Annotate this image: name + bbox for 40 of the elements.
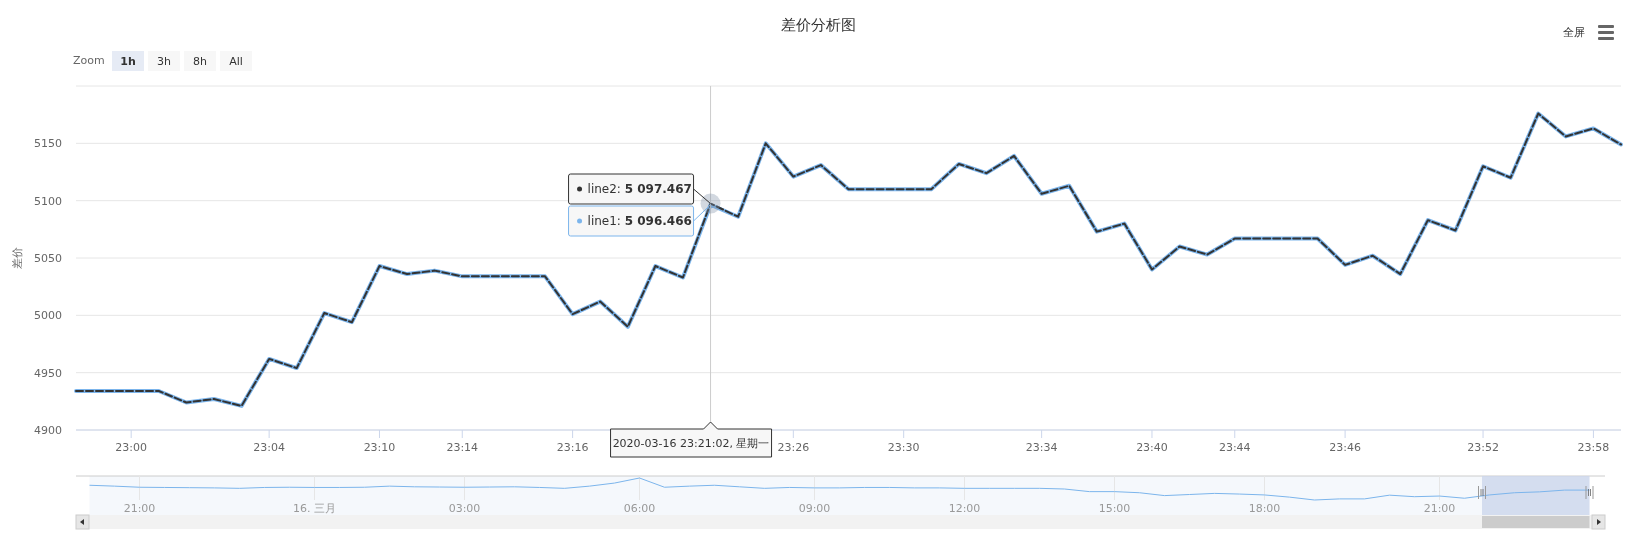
- x-tick-label: 15:00: [1098, 502, 1131, 515]
- x-tick-label: 23:10: [363, 441, 396, 454]
- x-tick-label: 23:58: [1577, 441, 1610, 454]
- x-tick-label: 23:14: [446, 441, 479, 454]
- x-tick-label: 18:00: [1248, 502, 1281, 515]
- x-tick-label: 06:00: [623, 502, 656, 515]
- x-tick-label: 23:04: [253, 441, 285, 454]
- x-tick-label: 23:46: [1329, 441, 1361, 454]
- text: 8h: [193, 55, 208, 68]
- x-tick-label: 23:52: [1467, 441, 1499, 454]
- y-tick-label: 5100: [34, 194, 62, 208]
- x-tick-label: 23:44: [1218, 441, 1251, 454]
- chart-title: 差价分析图: [780, 16, 856, 34]
- x-tick-label: 23:30: [887, 441, 920, 454]
- annotation: : 5 097.467: [616, 182, 692, 196]
- text: 3h: [157, 55, 172, 68]
- x-tick-label: 23:34: [1025, 441, 1058, 454]
- x-tick-label: 23:40: [1136, 441, 1168, 454]
- y-tick-label: 5000: [34, 309, 62, 323]
- y-tick-label: 4950: [34, 366, 62, 380]
- x-tick-label: 03:00: [448, 502, 481, 515]
- x-tick-label: 21:00: [123, 502, 156, 515]
- x-tick-label: 12:00: [948, 502, 981, 515]
- text: Zoom: [73, 54, 105, 67]
- y-axis-title: 差价: [11, 247, 24, 269]
- text: line1: [587, 214, 617, 228]
- text: line2: [587, 182, 617, 196]
- text: 1h: [120, 55, 136, 68]
- x-tick-label: 23:00: [115, 441, 148, 454]
- x-tick-label: 09:00: [798, 502, 831, 515]
- y-tick-label: 4900: [34, 424, 62, 437]
- text: All: [229, 55, 243, 68]
- y-tick-label: 5050: [34, 252, 62, 265]
- text: 2020-03-16 23:21:02, 星期一: [612, 437, 770, 450]
- x-tick-label: 23:26: [777, 441, 810, 454]
- x-tick-label: 23:16: [556, 441, 589, 454]
- text: 全屏: [1563, 26, 1585, 39]
- annotation: : 5 096.466: [616, 214, 692, 228]
- y-tick-label: 5150: [34, 137, 62, 151]
- x-tick-label: 21:00: [1423, 502, 1456, 515]
